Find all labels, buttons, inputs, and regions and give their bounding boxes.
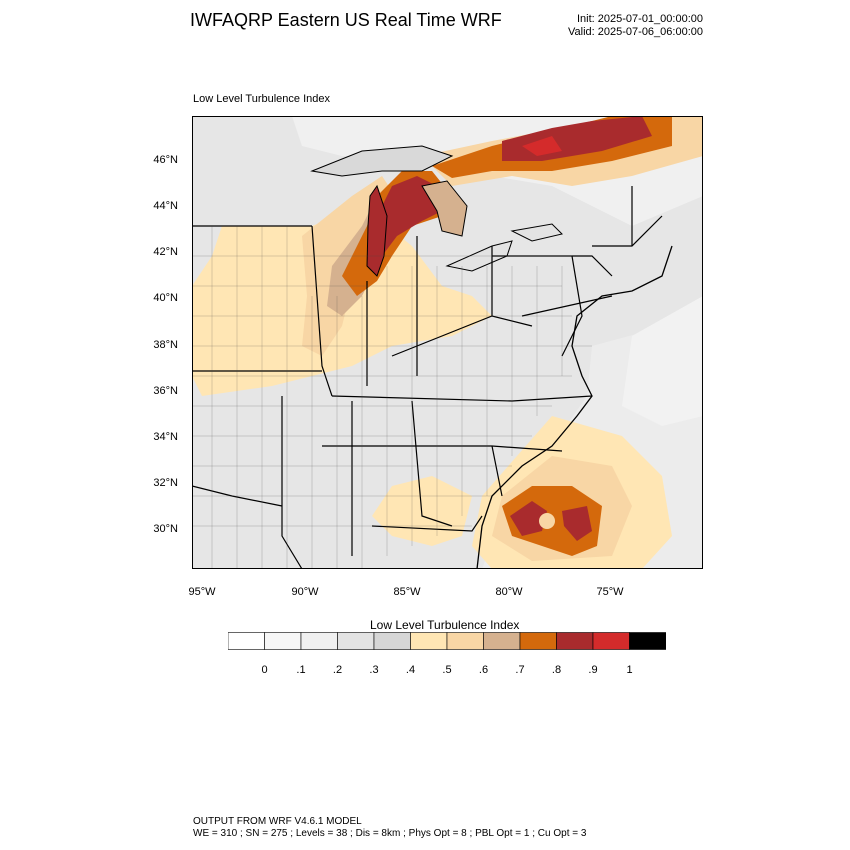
colorbar-label: .4	[405, 664, 416, 676]
state-borders	[192, 186, 663, 569]
colorbar-title: Low Level Turbulence Index	[370, 618, 520, 632]
lon-label-95: 95°W	[188, 586, 216, 598]
storm-band-08b	[562, 506, 592, 541]
lake-michigan	[366, 184, 388, 277]
lake-ontario	[510, 223, 563, 242]
colorbar	[228, 632, 666, 650]
storm-eye	[539, 513, 555, 529]
colorbar-label: .2	[332, 664, 343, 676]
lat-label-34: 34°N	[153, 431, 178, 443]
canada-band-09	[522, 136, 562, 156]
storm-band-08	[510, 501, 547, 536]
turbulence-map	[192, 116, 703, 569]
colorbar-swatch	[264, 632, 302, 650]
map-frame	[192, 116, 703, 569]
init-time: Init: 2025-07-01_00:00:00	[577, 13, 703, 25]
colorbar-label: .6	[478, 664, 489, 676]
lat-label-36: 36°N	[153, 385, 178, 397]
colorbar-swatch	[446, 632, 484, 650]
colorbar-label: .1	[296, 664, 306, 676]
lat-label-42: 42°N	[153, 246, 178, 258]
lon-label-90: 90°W	[291, 586, 319, 598]
lat-label-32: 32°N	[153, 477, 178, 489]
footer-config: WE = 310 ; SN = 275 ; Levels = 38 ; Dis …	[193, 828, 587, 839]
lon-label-80: 80°W	[495, 586, 523, 598]
ocean-light-patch	[622, 296, 703, 426]
colorbar-swatch	[519, 632, 557, 650]
footer-model: OUTPUT FROM WRF V4.6.1 MODEL	[193, 816, 362, 827]
colorbar-label: 0	[261, 664, 268, 676]
page-title: IWFAQRP Eastern US Real Time WRF	[190, 10, 502, 30]
lat-label-46: 46°N	[153, 154, 178, 166]
lake-huron	[421, 180, 468, 237]
colorbar-label: .3	[369, 664, 379, 676]
colorbar-label: .5	[442, 664, 452, 676]
colorbar-swatch	[228, 632, 265, 650]
colorbar-swatch	[410, 632, 448, 650]
lon-label-85: 85°W	[393, 586, 421, 598]
colorbar-label: .7	[515, 664, 525, 676]
colorbar-label: 1	[626, 664, 633, 676]
colorbar-swatch	[556, 632, 594, 650]
lat-label-30: 30°N	[153, 523, 178, 535]
colorbar-swatch	[373, 632, 411, 650]
colorbar-swatch	[300, 632, 338, 650]
county-grid	[192, 226, 592, 569]
map-subtitle: Low Level Turbulence Index	[193, 93, 330, 105]
lake-superior	[310, 145, 454, 177]
colorbar-swatch	[592, 632, 630, 650]
colorbar-swatch	[337, 632, 375, 650]
lon-label-75: 75°W	[596, 586, 624, 598]
lat-label-38: 38°N	[153, 339, 178, 351]
lat-label-40: 40°N	[153, 292, 178, 304]
east-coastline	[476, 245, 673, 569]
colorbar-label: .8	[551, 664, 562, 676]
colorbar-swatch	[483, 632, 521, 650]
lake-band-08	[377, 176, 442, 256]
colorbar-label: .9	[588, 664, 598, 676]
colorbar-swatch	[629, 632, 666, 650]
lat-label-44: 44°N	[153, 200, 178, 212]
valid-time: Valid: 2025-07-06_06:00:00	[568, 26, 703, 38]
